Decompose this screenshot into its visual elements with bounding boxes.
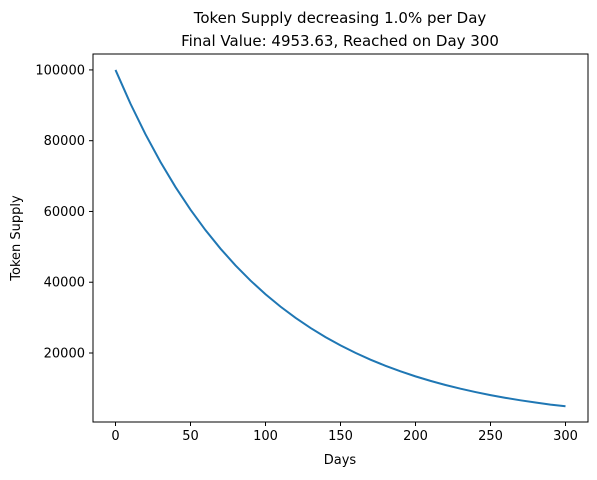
x-tick-label: 300 bbox=[553, 429, 578, 444]
chart-title-line1: Token Supply decreasing 1.0% per Day bbox=[193, 9, 487, 27]
x-tick-label: 150 bbox=[328, 429, 353, 444]
x-tick-label: 0 bbox=[111, 429, 119, 444]
x-axis-label: Days bbox=[324, 453, 357, 468]
chart-title-line2: Final Value: 4953.63, Reached on Day 300 bbox=[181, 32, 499, 50]
y-tick-label: 20000 bbox=[44, 347, 85, 362]
plot-frame bbox=[92, 53, 589, 423]
x-tick-label: 100 bbox=[253, 429, 278, 444]
data-line-series bbox=[114, 69, 566, 408]
y-tick-label: 100000 bbox=[35, 63, 85, 78]
y-tick-label: 40000 bbox=[44, 276, 85, 291]
y-axis-label: Token Supply bbox=[9, 195, 24, 282]
y-tick-label: 60000 bbox=[44, 205, 85, 220]
x-tick-label: 50 bbox=[182, 429, 199, 444]
x-tick-label: 200 bbox=[403, 429, 428, 444]
axis-ticks: 0 50 100 150 200 250 300 20000 40000 60000 80000 10… bbox=[35, 63, 578, 444]
x-tick-label: 250 bbox=[478, 429, 503, 444]
y-tick-label: 80000 bbox=[44, 134, 85, 149]
